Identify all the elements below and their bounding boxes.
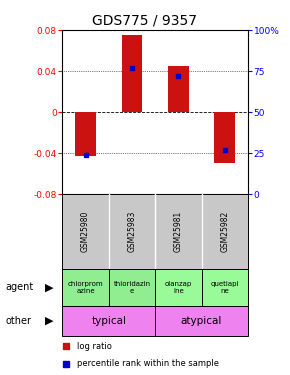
Bar	[155, 306, 248, 336]
Bar	[202, 269, 248, 306]
Text: chlorprom
azine: chlorprom azine	[68, 281, 103, 294]
Bar	[214, 112, 235, 164]
Text: agent: agent	[6, 282, 34, 292]
Text: other: other	[6, 316, 32, 326]
Text: atypical: atypical	[181, 316, 222, 326]
Text: GSM25980: GSM25980	[81, 211, 90, 252]
Text: olanzap
ine: olanzap ine	[165, 281, 192, 294]
Text: ▶: ▶	[45, 282, 54, 292]
Bar	[122, 35, 142, 112]
Text: log ratio: log ratio	[77, 342, 112, 351]
Text: GSM25981: GSM25981	[174, 211, 183, 252]
Bar	[62, 306, 155, 336]
Text: GSM25982: GSM25982	[220, 211, 229, 252]
Text: typical: typical	[91, 316, 126, 326]
Bar	[62, 269, 109, 306]
Text: GDS775 / 9357: GDS775 / 9357	[93, 13, 197, 27]
Text: thioridazin
e: thioridazin e	[113, 281, 151, 294]
Bar	[168, 66, 189, 112]
Text: percentile rank within the sample: percentile rank within the sample	[77, 359, 219, 368]
Text: quetiapi
ne: quetiapi ne	[211, 281, 239, 294]
Bar	[155, 269, 202, 306]
Text: GSM25983: GSM25983	[127, 211, 137, 252]
Bar	[109, 269, 155, 306]
Text: ▶: ▶	[45, 316, 54, 326]
Bar	[75, 112, 96, 156]
